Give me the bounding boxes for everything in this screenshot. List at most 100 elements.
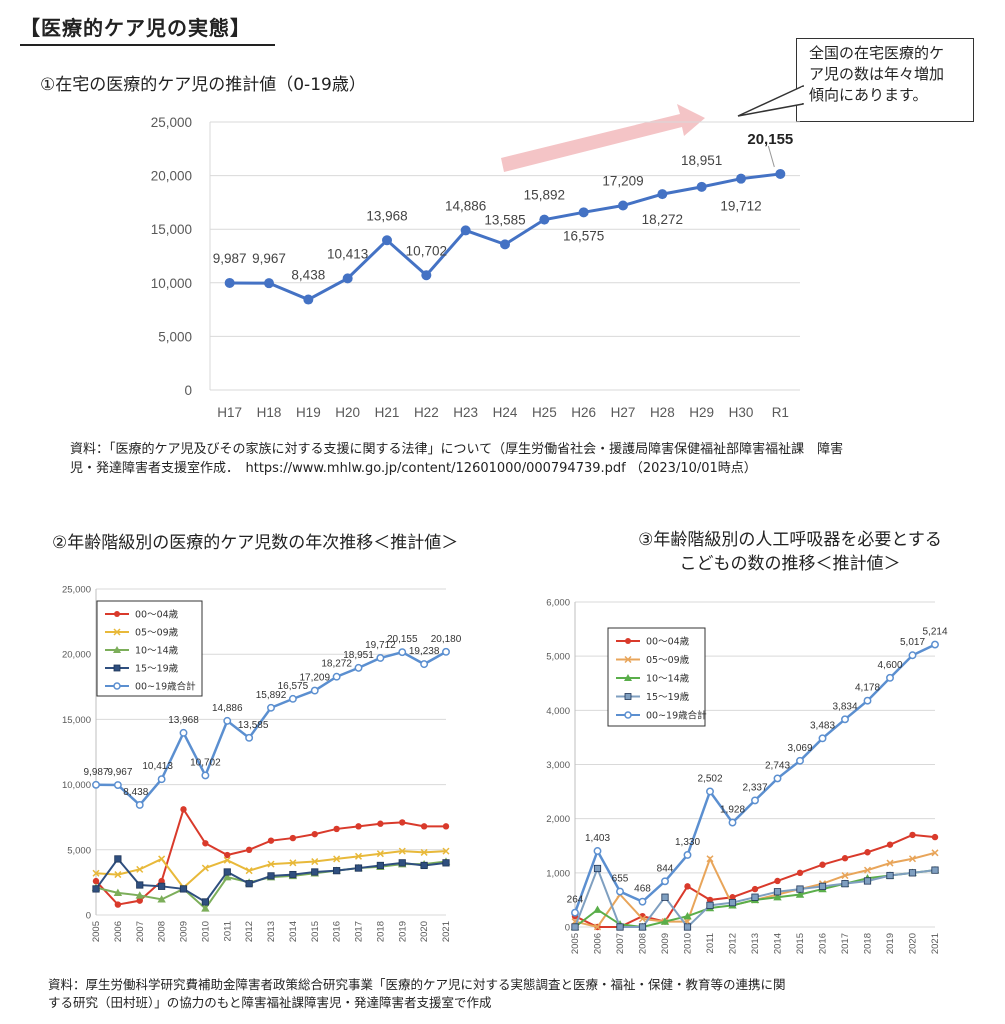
data-point	[773, 888, 782, 896]
y-tick-label: 6,000	[546, 598, 570, 609]
x-tick-label: 2018	[863, 933, 874, 954]
data-point	[289, 859, 297, 867]
data-point	[224, 277, 235, 288]
x-tick-label: 2017	[840, 933, 851, 954]
data-point	[179, 728, 188, 737]
x-tick-label: H26	[571, 405, 596, 420]
data-point	[333, 825, 340, 833]
data-point	[661, 877, 669, 886]
data-label: 13,968	[168, 715, 199, 726]
data-label: 2,743	[765, 760, 790, 771]
x-tick-label: H19	[296, 405, 321, 420]
data-label: 3,483	[810, 720, 835, 731]
data-point	[420, 861, 428, 870]
data-point	[886, 673, 894, 682]
x-tick-label: 2005	[91, 921, 102, 942]
data-label: 10,413	[142, 761, 173, 772]
data-point	[114, 871, 122, 879]
series-line	[574, 833, 936, 928]
data-point	[593, 905, 602, 913]
data-label: 17,209	[602, 174, 643, 189]
source-line: する研究（田村班）」の協力のもと障害福祉課障害児・発達障害者支援室で作成	[48, 995, 492, 1010]
data-point	[909, 831, 916, 839]
data-label: 13,585	[238, 720, 269, 731]
data-label: 5,017	[900, 637, 925, 648]
data-label: 16,575	[563, 228, 604, 243]
source-line: 資料：「医療的ケア児及びその家族に対する支援に関する法律」について（厚生労働省社…	[70, 442, 844, 457]
data-point	[113, 682, 121, 690]
data-point	[157, 895, 166, 903]
data-point	[500, 239, 510, 250]
data-point	[158, 877, 165, 885]
data-point	[311, 830, 318, 838]
data-point	[706, 901, 714, 909]
data-point	[684, 883, 691, 890]
data-point	[92, 885, 100, 893]
data-point	[578, 207, 589, 218]
data-point	[460, 225, 471, 236]
data-label: 10,413	[327, 246, 368, 261]
data-label: 1,330	[675, 837, 700, 848]
title-underline	[20, 44, 275, 46]
data-point	[841, 855, 849, 862]
x-tick-label: H25	[532, 405, 557, 420]
y-tick-label: 15,000	[62, 715, 91, 726]
data-point	[310, 686, 319, 695]
data-point	[157, 775, 166, 784]
data-point	[223, 856, 231, 864]
data-point	[398, 648, 407, 657]
data-point	[333, 867, 341, 875]
data-point	[136, 865, 144, 873]
data-point	[223, 868, 231, 876]
legend-label: 00~19歳合計	[646, 710, 707, 722]
data-point	[624, 711, 632, 719]
legend-label: 15～19歳	[646, 691, 690, 703]
x-tick-label: 2011	[705, 933, 716, 953]
data-point	[355, 823, 362, 830]
x-tick-label: 2012	[728, 933, 739, 954]
data-point	[729, 894, 736, 901]
source-line: 児・発達障害者支援室作成． https://www.mhlw.go.jp/con…	[70, 461, 757, 476]
data-point	[354, 852, 363, 860]
data-point	[931, 833, 939, 841]
data-point	[593, 847, 602, 855]
data-point	[267, 872, 275, 880]
data-point	[773, 774, 782, 783]
data-point	[593, 864, 602, 873]
data-point	[245, 846, 253, 853]
data-label: 15,892	[524, 188, 565, 203]
legend-label: 00～04歳	[135, 609, 179, 621]
data-point	[201, 864, 209, 872]
legend-box	[96, 600, 203, 697]
data-point	[539, 214, 550, 225]
data-label: 18,272	[321, 659, 352, 670]
data-point	[342, 273, 353, 284]
x-tick-label: H20	[335, 405, 360, 420]
data-point	[796, 885, 804, 893]
y-tick-label: 25,000	[62, 585, 91, 596]
x-tick-label: 2020	[908, 933, 919, 954]
data-label: 13,585	[484, 212, 525, 227]
data-point	[332, 672, 341, 681]
y-tick-label: 2,000	[546, 814, 570, 825]
data-point	[442, 647, 450, 656]
chart1-plot: 0 5,000 10,000 15,000 20,000 25,000 H17 H18 H19 H…	[151, 84, 805, 420]
data-point	[114, 855, 122, 863]
x-tick-label: 2018	[375, 921, 386, 942]
data-label: 19,238	[409, 646, 440, 657]
data-label: 4,178	[855, 683, 880, 694]
data-point	[706, 855, 714, 863]
legend-label: 10～14歳	[135, 645, 179, 657]
data-point	[683, 923, 692, 931]
data-point	[264, 278, 274, 289]
legend-label: 05～09歳	[646, 654, 690, 666]
data-label: 2,502	[697, 773, 722, 784]
data-label: 17,209	[299, 673, 330, 684]
data-point	[92, 877, 100, 885]
callout-line: ア児の数は年々増加	[809, 65, 945, 83]
y-tick-label: 4,000	[546, 706, 570, 717]
data-point	[638, 915, 647, 923]
legend-label: 10～14歳	[646, 673, 690, 685]
data-point	[202, 840, 209, 847]
legend-label: 05～09歳	[135, 627, 179, 639]
